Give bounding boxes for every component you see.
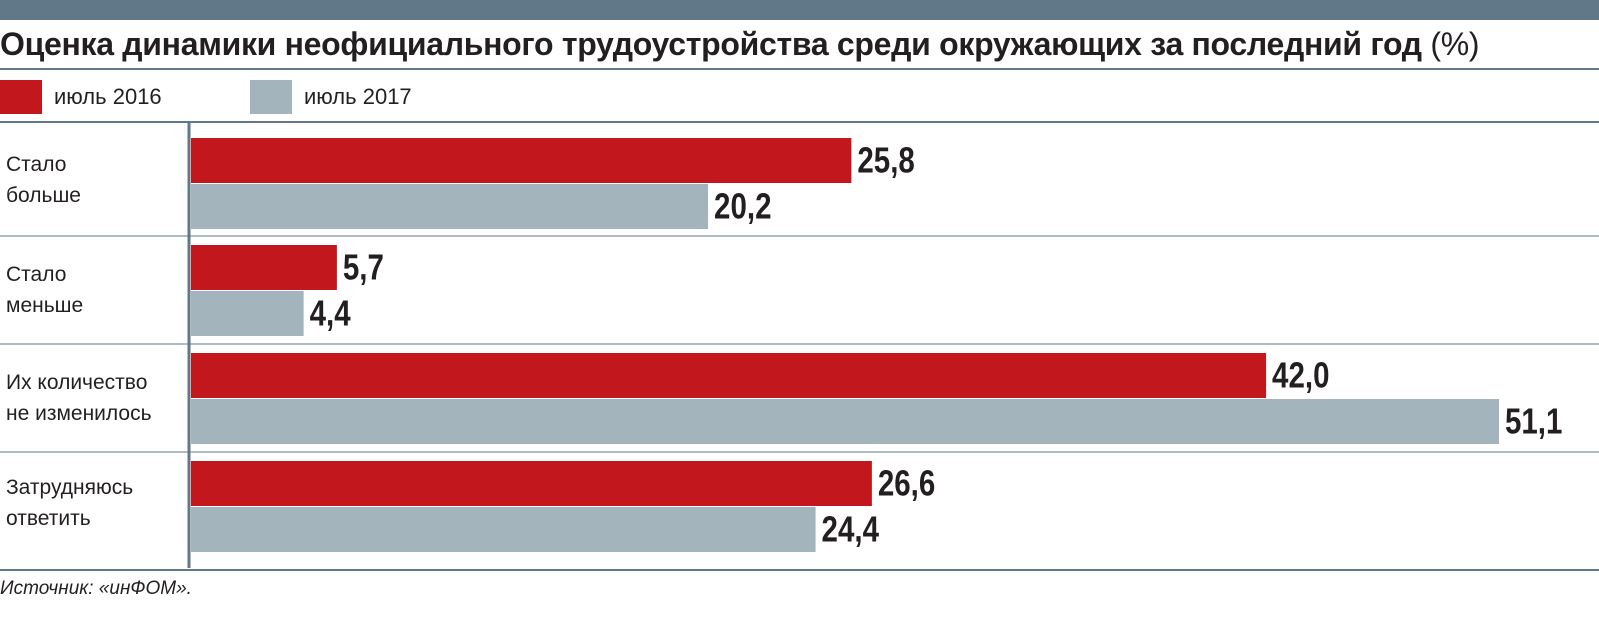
bar-2016 [191, 245, 337, 290]
legend-label-2016: июль 2016 [54, 84, 162, 109]
category-label: Стало больше [6, 153, 81, 207]
bar-2017 [191, 184, 709, 229]
top-bar [0, 0, 1599, 20]
bar-2016 [191, 353, 1267, 398]
bottom-rule [0, 569, 1599, 571]
bar-value-label: 4,4 [310, 293, 352, 333]
bar-2017 [191, 399, 1499, 444]
bar-value-label: 24,4 [822, 509, 880, 549]
category-label: Затрудняюсь ответить [6, 476, 134, 530]
bar-2016 [191, 138, 852, 183]
chart-title-main: Оценка динамики неофициального трудоустр… [0, 26, 1422, 62]
legend-label-2017: июль 2017 [304, 84, 412, 109]
bar-value-label: 26,6 [878, 463, 935, 503]
bar-value-label: 5,7 [343, 247, 384, 287]
bar-2016 [191, 461, 872, 506]
chart-title: Оценка динамики неофициального трудоустр… [0, 24, 1599, 64]
legend-swatch-2017 [250, 80, 292, 114]
bar-value-label: 51,1 [1505, 401, 1562, 441]
chart-title-unit: (%) [1430, 26, 1480, 62]
legend-swatch-2016 [0, 80, 42, 114]
bar-value-label: 25,8 [857, 140, 914, 180]
category-label: Стало меньше [6, 263, 84, 317]
legend-item-2016: июль 2016 [0, 80, 162, 114]
category-label: Их количество не изменилось [6, 371, 152, 425]
bar-value-label: 42,0 [1272, 355, 1329, 395]
bar-2017 [191, 507, 816, 552]
title-rule [0, 68, 1599, 70]
legend-item-2017: июль 2017 [250, 80, 412, 114]
legend-rule [0, 121, 1599, 123]
bar-value-label: 20,2 [714, 186, 771, 226]
bar-2017 [191, 291, 304, 336]
source-note: Источник: «инФОМ». [0, 578, 192, 599]
